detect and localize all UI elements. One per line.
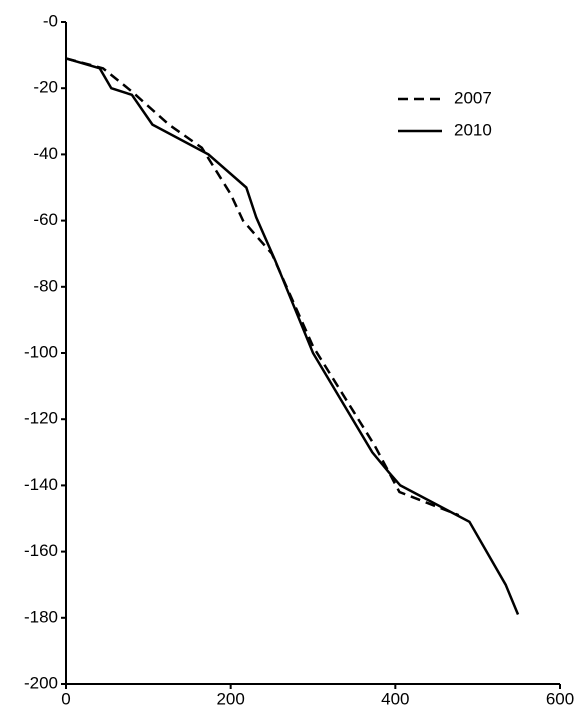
line [65, 57, 460, 517]
line [65, 57, 520, 615]
y-tick-label: -140 [24, 475, 58, 494]
y-tick-label: -80 [33, 276, 58, 295]
y-tick-label: -0 [43, 11, 58, 30]
y-tick-label: -160 [24, 541, 58, 560]
y-tick-label: -100 [24, 342, 58, 361]
y-tick-label: -180 [24, 607, 58, 626]
x-tick-label: 200 [216, 689, 244, 708]
y-tick-label: -40 [33, 144, 58, 163]
y-tick-label: -20 [33, 78, 58, 97]
legend-label: 2007 [454, 88, 492, 107]
legend-label: 2010 [454, 120, 492, 139]
x-tick-label: 0 [61, 689, 70, 708]
y-tick-label: -120 [24, 409, 58, 428]
y-tick-label: -60 [33, 210, 58, 229]
x-tick-label: 400 [381, 689, 409, 708]
x-tick-label: 600 [546, 689, 574, 708]
y-tick-label: -200 [24, 673, 58, 692]
